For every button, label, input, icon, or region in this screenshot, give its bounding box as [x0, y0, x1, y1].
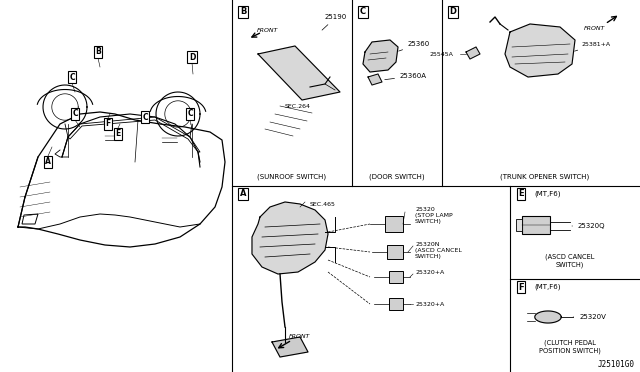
Text: F: F	[106, 119, 111, 128]
Text: A: A	[240, 189, 246, 199]
Text: B: B	[240, 7, 246, 16]
Bar	[387, 245, 403, 259]
Text: FRONT: FRONT	[257, 28, 278, 32]
Text: D: D	[449, 7, 456, 16]
Text: 25545A: 25545A	[429, 51, 453, 57]
Polygon shape	[272, 337, 308, 357]
Bar	[385, 216, 403, 232]
Polygon shape	[363, 40, 398, 72]
Text: B: B	[95, 48, 101, 57]
Text: C: C	[187, 109, 193, 119]
Polygon shape	[368, 74, 382, 85]
Text: D: D	[189, 52, 195, 61]
Text: FRONT: FRONT	[584, 26, 605, 31]
Bar	[389, 298, 403, 310]
Text: (TRUNK OPENER SWITCH): (TRUNK OPENER SWITCH)	[500, 173, 589, 180]
Text: 25320+A: 25320+A	[415, 301, 444, 307]
Text: (MT,F6): (MT,F6)	[534, 284, 561, 290]
Text: (MT,F6): (MT,F6)	[534, 191, 561, 197]
Text: F: F	[518, 282, 524, 292]
Polygon shape	[252, 202, 328, 274]
Text: (CLUTCH PEDAL
POSITION SWITCH): (CLUTCH PEDAL POSITION SWITCH)	[539, 340, 601, 355]
Polygon shape	[258, 46, 340, 100]
Text: E: E	[518, 189, 524, 199]
Text: (SUNROOF SWITCH): (SUNROOF SWITCH)	[257, 173, 326, 180]
Text: 25381+A: 25381+A	[575, 42, 611, 51]
Bar	[522, 216, 550, 234]
Text: C: C	[142, 112, 148, 122]
Text: 25360: 25360	[399, 41, 430, 51]
Text: C: C	[360, 7, 366, 16]
Text: SEC.264: SEC.264	[285, 104, 311, 109]
Text: FRONT: FRONT	[289, 334, 310, 339]
Text: C: C	[69, 73, 75, 81]
Text: (DOOR SWITCH): (DOOR SWITCH)	[369, 173, 425, 180]
Polygon shape	[466, 47, 480, 59]
Text: A: A	[45, 157, 51, 167]
Bar	[389, 271, 403, 283]
Text: SEC.465: SEC.465	[310, 202, 336, 207]
Text: 25360A: 25360A	[385, 73, 427, 80]
Text: 25320V: 25320V	[573, 314, 606, 320]
Text: 25320Q: 25320Q	[572, 223, 605, 229]
Text: C: C	[72, 109, 78, 119]
Text: 25320+A: 25320+A	[415, 269, 444, 275]
Polygon shape	[505, 24, 575, 77]
Text: 25320N
(ASCD CANCEL
SWITCH): 25320N (ASCD CANCEL SWITCH)	[415, 242, 462, 259]
Text: J25101G0: J25101G0	[598, 360, 635, 369]
Text: E: E	[115, 129, 120, 138]
Text: (ASCD CANCEL
SWITCH): (ASCD CANCEL SWITCH)	[545, 254, 595, 269]
Bar	[516, 219, 522, 231]
Text: 25190: 25190	[322, 14, 348, 30]
Text: 25320
(STOP LAMP
SWITCH): 25320 (STOP LAMP SWITCH)	[415, 207, 452, 224]
Polygon shape	[535, 311, 561, 323]
